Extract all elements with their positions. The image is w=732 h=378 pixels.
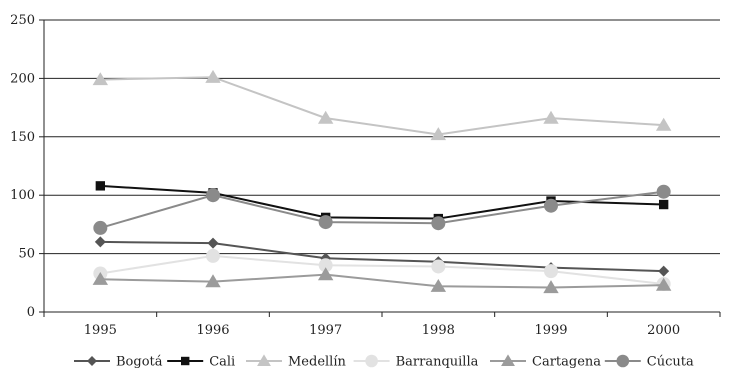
series-line (100, 190, 664, 229)
series-5 (93, 184, 671, 235)
x-tick-label: 1997 (309, 323, 342, 338)
y-tick-label: 50 (18, 247, 35, 262)
data-point (205, 69, 221, 83)
data-point (543, 110, 559, 124)
data-point (658, 265, 670, 277)
series-line (100, 273, 664, 289)
data-point (317, 110, 334, 124)
data-point (92, 72, 109, 86)
legend-marker (365, 354, 378, 368)
data-point (430, 127, 447, 141)
data-point (206, 248, 220, 263)
legend-label: Cali (209, 355, 235, 370)
data-point (544, 198, 558, 213)
data-point (544, 264, 558, 279)
legend-label: Bogotá (116, 355, 163, 370)
series-4 (92, 267, 672, 294)
data-point (655, 277, 672, 291)
series-3 (93, 248, 671, 291)
data-point (207, 237, 219, 249)
data-point (318, 258, 333, 273)
data-point (430, 278, 447, 292)
y-tick-label: 250 (10, 13, 35, 28)
legend-item-4: Cartagena (490, 354, 601, 370)
data-point (92, 271, 109, 285)
legend-item-5: Cúcuta (604, 354, 694, 370)
series-2 (92, 69, 672, 141)
data-point (95, 181, 106, 191)
legend-marker (180, 356, 190, 366)
data-point (655, 117, 672, 131)
y-tick-label: 200 (10, 71, 35, 86)
series-line (100, 184, 664, 220)
x-tick-label: 1996 (196, 323, 229, 338)
legend-marker (87, 356, 97, 366)
data-point (94, 236, 106, 248)
legend-label: Cúcuta (647, 355, 694, 370)
data-point (656, 184, 671, 199)
x-tick-label: 2000 (647, 323, 680, 338)
y-tick-label: 150 (10, 130, 35, 145)
legend-item-0: Bogotá (74, 355, 163, 370)
legend: Bogotá Cali Medellín Barranquilla Cartagena C… (74, 354, 694, 370)
data-point (206, 188, 220, 203)
data-point (93, 220, 108, 235)
y-tick-label: 100 (10, 188, 35, 203)
legend-marker (616, 354, 630, 368)
data-point (317, 267, 334, 281)
axis-layer: 0 50 100 150 200 250 1995 1996 1997 1998 1999 2000 (10, 13, 721, 338)
data-point (318, 215, 333, 230)
legend-item-2: Medellín (246, 354, 346, 370)
x-tick-label: 1999 (534, 323, 567, 338)
y-tick-label: 0 (27, 305, 35, 320)
legend-marker (257, 354, 271, 367)
series-line (100, 240, 664, 273)
series-line (100, 76, 664, 136)
x-tick-label: 1998 (422, 323, 455, 338)
legend-item-3: Barranquilla (353, 354, 479, 370)
legend-label: Barranquilla (396, 355, 479, 370)
data-point (431, 216, 446, 231)
data-point (658, 199, 669, 210)
legend-marker (501, 354, 515, 367)
legend-label: Cartagena (532, 355, 601, 370)
series-line (100, 254, 664, 285)
data-point (431, 259, 446, 274)
legend-label: Medellín (288, 355, 346, 370)
grid-layer (44, 19, 720, 313)
data-point (543, 280, 559, 294)
legend-item-1: Cali (167, 355, 235, 370)
x-tick-label: 1995 (84, 323, 117, 338)
series-layer (92, 69, 672, 294)
data-point (205, 274, 221, 288)
series-0 (94, 236, 670, 277)
